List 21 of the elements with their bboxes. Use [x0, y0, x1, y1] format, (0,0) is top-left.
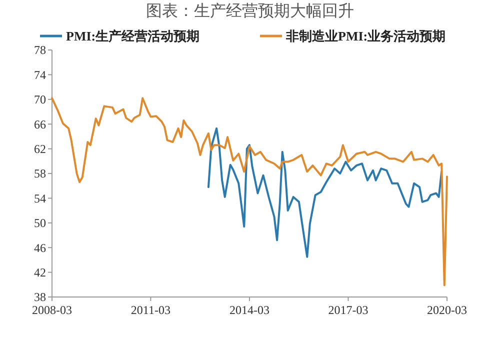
y-tick-label: 62 [34, 142, 46, 156]
y-tick-label: 66 [34, 117, 46, 132]
line-series [207, 127, 443, 258]
y-tick-label: 46 [34, 240, 46, 255]
x-tick-label: 2011-03 [130, 303, 170, 317]
x-tick-label: 2008-03 [32, 303, 72, 317]
legend-label: 非制造业PMI:业务活动预期 [285, 28, 446, 44]
chart-title: 图表：生产经营预期大幅回升 [146, 2, 354, 20]
line-series [51, 97, 448, 286]
y-tick-label: 50 [34, 216, 46, 230]
legend-label: PMI:生产经营活动预期 [66, 28, 200, 44]
y-tick-label: 38 [34, 290, 46, 304]
y-tick-label: 54 [34, 191, 46, 206]
x-tick-label: 2014-03 [229, 303, 270, 317]
x-tick-label: 2020-03 [427, 303, 467, 317]
y-tick-label: 58 [34, 166, 46, 181]
y-tick-label: 78 [34, 43, 46, 58]
x-tick-label: 2017-03 [328, 303, 368, 317]
y-tick-label: 70 [34, 92, 46, 107]
y-tick-label: 74 [34, 68, 46, 82]
y-tick-label: 42 [34, 266, 46, 280]
